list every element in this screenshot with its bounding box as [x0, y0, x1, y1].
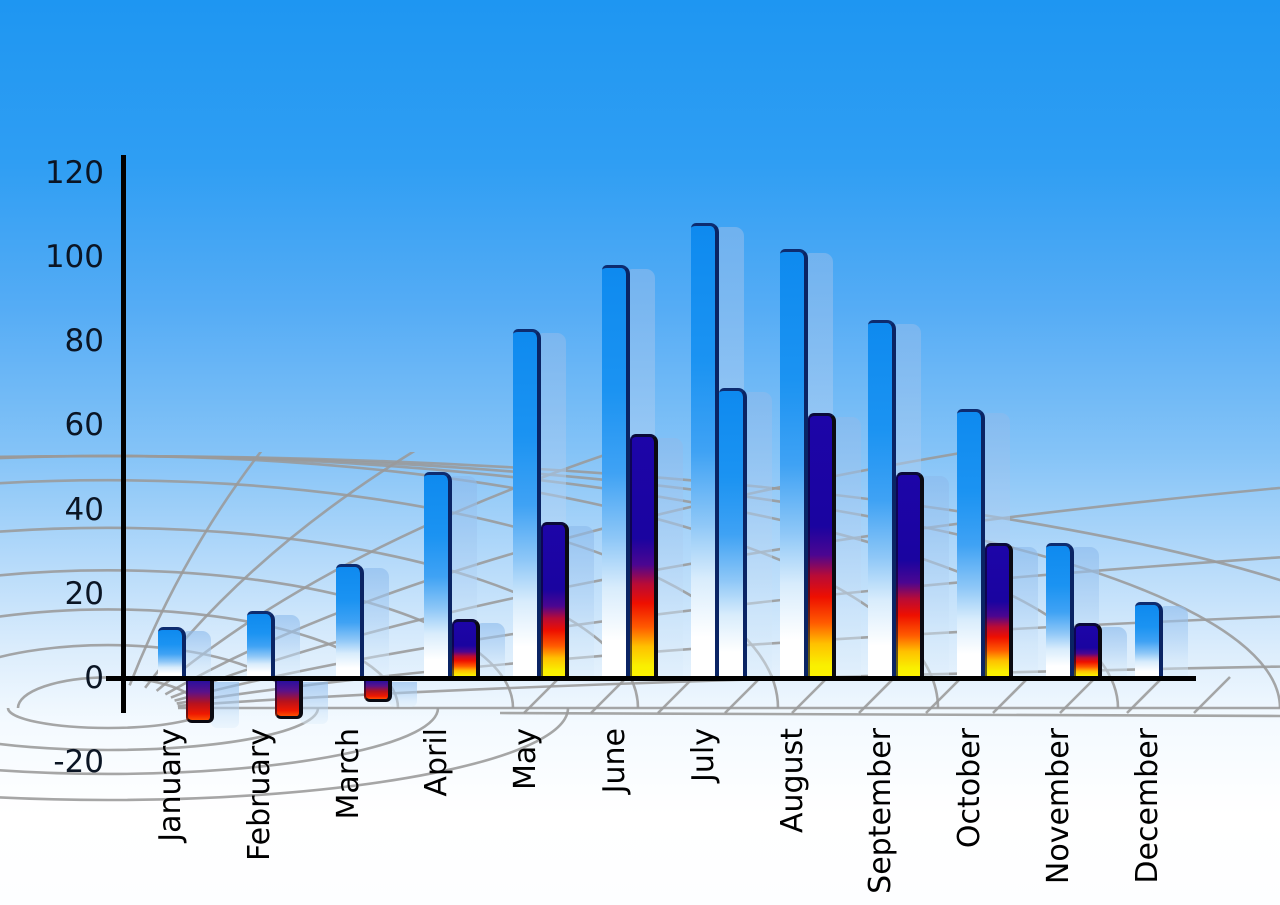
grid-line [925, 676, 963, 714]
bar-august-primary [779, 248, 808, 678]
bar-january-secondary [186, 681, 214, 724]
bar-may-primary [513, 328, 542, 678]
grid-line [523, 676, 561, 714]
bar-july-secondary [718, 387, 747, 678]
grid-line [858, 676, 896, 714]
y-axis-label--20: -20 [53, 744, 104, 781]
x-axis-label-june: June [597, 728, 632, 794]
grid-line [0, 707, 570, 802]
bar-january-primary-shadow [183, 631, 211, 678]
bar-june-secondary-shadow [655, 437, 683, 678]
bar-march-primary-shadow [360, 568, 389, 678]
bar-june-secondary [630, 433, 658, 678]
grid-line [6, 707, 210, 730]
x-axis-label-december: December [1129, 728, 1165, 884]
x-axis-label-january: January [153, 728, 188, 842]
bar-april-secondary-shadow [477, 623, 506, 678]
bar-august-secondary-shadow [832, 416, 861, 678]
x-axis-label-october: October [952, 728, 988, 849]
bar-april-secondary [452, 619, 481, 678]
bar-january-primary [158, 627, 186, 678]
x-axis-label-july: July [685, 728, 721, 782]
x-axis-line [106, 676, 1196, 681]
grid-line [791, 676, 829, 714]
bar-november-primary [1046, 543, 1074, 678]
bar-may-secondary-shadow [566, 526, 595, 678]
x-axis-label-april: April [419, 728, 455, 797]
grid-line [1193, 676, 1231, 714]
y-axis-line [121, 155, 126, 713]
grid-line [128, 452, 263, 686]
x-axis-label-february: February [241, 728, 277, 861]
y-axis-label-40: 40 [64, 491, 104, 528]
grid-line [0, 707, 440, 776]
bar-february-secondary [274, 681, 303, 719]
bar-august-secondary [807, 412, 836, 678]
bar-october-secondary [985, 543, 1014, 678]
bar-april-primary [424, 471, 453, 678]
bar-september-secondary-shadow [921, 475, 950, 678]
bar-march-primary [335, 564, 364, 678]
y-axis-label-60: 60 [64, 407, 104, 444]
bar-september-primary [868, 320, 897, 678]
grid-line [992, 676, 1030, 714]
y-axis-label-120: 120 [44, 154, 104, 191]
y-axis-label-80: 80 [64, 323, 104, 360]
grid-line [499, 711, 1280, 718]
bar-march-secondary-shadow [388, 682, 417, 708]
x-axis-label-may: May [508, 728, 544, 791]
bar-july-primary [690, 223, 719, 678]
bar-february-secondary-shadow [299, 682, 328, 724]
bar-october-primary [957, 408, 986, 678]
bar-december-primary [1134, 602, 1163, 678]
bar-december-primary-shadow [1159, 606, 1188, 678]
x-axis-label-november: November [1041, 728, 1076, 885]
bar-march-secondary [363, 681, 392, 703]
y-axis-label-100: 100 [44, 239, 104, 275]
bar-may-secondary [541, 522, 570, 678]
bar-february-primary [246, 610, 275, 678]
y-axis-label-0: 0 [84, 660, 104, 696]
bar-january-secondary-shadow [211, 682, 239, 729]
bar-february-primary-shadow [271, 614, 300, 678]
grid-line [1126, 676, 1164, 714]
x-axis-label-august: August [774, 728, 810, 833]
grid-line [724, 676, 762, 714]
grid-line [0, 454, 1280, 582]
x-axis-label-march: March [330, 728, 366, 820]
bar-june-primary [602, 265, 630, 678]
grid-line [0, 707, 320, 752]
bar-september-secondary [896, 471, 925, 678]
bar-october-secondary-shadow [1010, 547, 1039, 678]
y-axis-label-20: 20 [64, 575, 104, 612]
grid-line [657, 676, 695, 714]
bar-july-secondary-shadow [743, 391, 772, 678]
grid-line [590, 676, 628, 714]
bar-november-secondary [1074, 623, 1102, 678]
grid-line [1059, 676, 1097, 714]
grid-line [144, 452, 416, 689]
bar-november-secondary-shadow [1099, 627, 1127, 678]
x-axis-label-september: September [863, 728, 899, 894]
